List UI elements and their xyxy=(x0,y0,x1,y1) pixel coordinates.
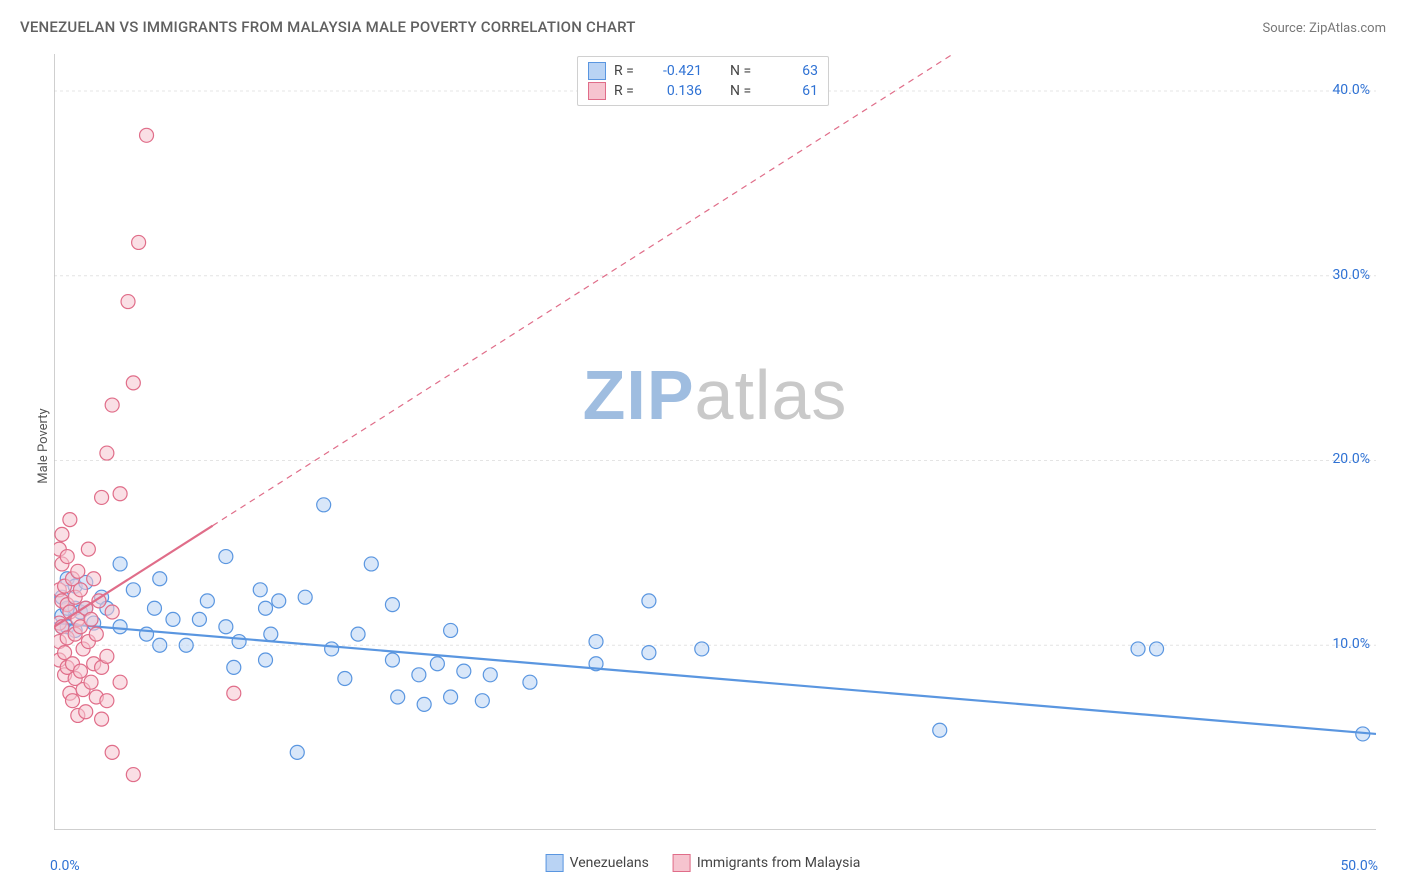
legend-label-malaysia: Immigrants from Malaysia xyxy=(697,855,861,871)
swatch-venezuelans xyxy=(546,854,564,872)
x-axis-min-label: 0.0% xyxy=(50,858,80,874)
n-value-malaysia: 61 xyxy=(766,81,818,101)
chart-svg xyxy=(54,54,1376,830)
legend-item-malaysia: Immigrants from Malaysia xyxy=(673,854,861,872)
header: VENEZUELAN VS IMMIGRANTS FROM MALAYSIA M… xyxy=(20,18,1386,36)
x-axis-max-label: 50.0% xyxy=(1340,858,1378,874)
stats-row-venezuelans: R = -0.421 N = 63 xyxy=(588,61,818,81)
swatch-malaysia xyxy=(588,82,606,100)
swatch-venezuelans xyxy=(588,62,606,80)
y-tick-label: 20.0% xyxy=(1332,451,1370,467)
swatch-malaysia xyxy=(673,854,691,872)
y-tick-label: 10.0% xyxy=(1332,636,1370,652)
r-label: R = xyxy=(614,61,642,81)
legend-label-venezuelans: Venezuelans xyxy=(570,855,649,871)
series-legend: Venezuelans Immigrants from Malaysia xyxy=(546,854,861,872)
legend-item-venezuelans: Venezuelans xyxy=(546,854,649,872)
n-value-venezuelans: 63 xyxy=(766,61,818,81)
stats-legend: R = -0.421 N = 63 R = 0.136 N = 61 xyxy=(577,56,829,106)
y-axis-label: Male Poverty xyxy=(36,408,51,483)
r-value-malaysia: 0.136 xyxy=(650,81,702,101)
chart-title: VENEZUELAN VS IMMIGRANTS FROM MALAYSIA M… xyxy=(20,18,636,36)
y-tick-label: 30.0% xyxy=(1332,267,1370,283)
r-value-venezuelans: -0.421 xyxy=(650,61,702,81)
r-label: R = xyxy=(614,81,642,101)
chart-plot-area: ZIPatlas xyxy=(54,54,1376,830)
n-label: N = xyxy=(730,61,758,81)
y-tick-label: 40.0% xyxy=(1332,82,1370,98)
source-label: Source: ZipAtlas.com xyxy=(1262,21,1386,36)
stats-row-malaysia: R = 0.136 N = 61 xyxy=(588,81,818,101)
n-label: N = xyxy=(730,81,758,101)
